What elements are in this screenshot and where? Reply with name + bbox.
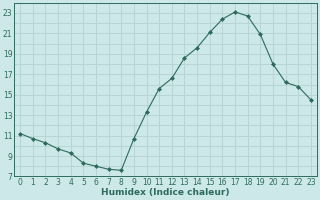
X-axis label: Humidex (Indice chaleur): Humidex (Indice chaleur) xyxy=(101,188,230,197)
